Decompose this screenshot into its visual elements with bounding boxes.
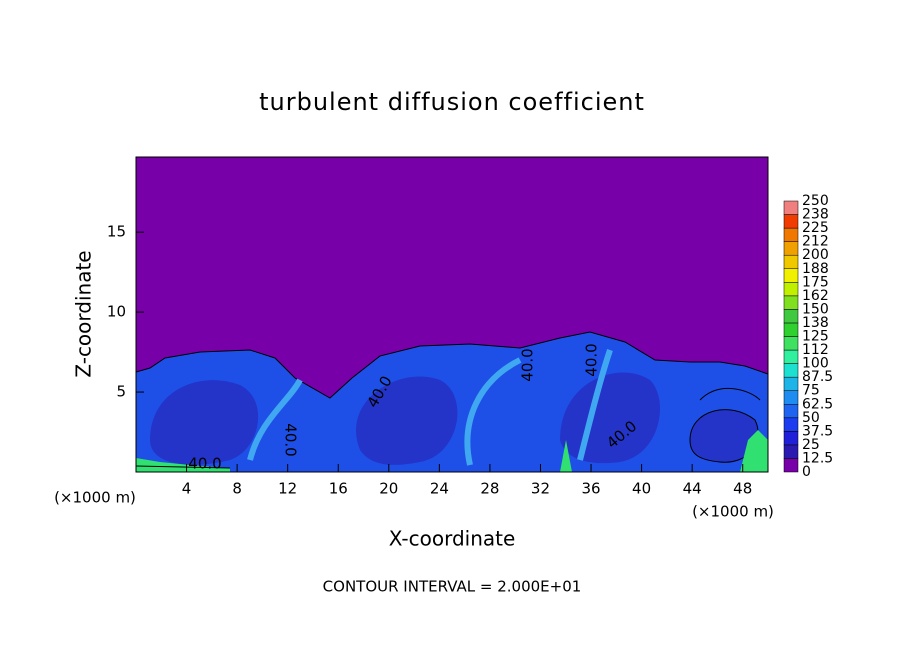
x-tick-label: 40 xyxy=(632,480,651,498)
colorbar-segment xyxy=(783,444,799,459)
x-axis-label: X-coordinate xyxy=(389,527,516,551)
colorbar-segment xyxy=(783,241,799,256)
x-tick-label: 24 xyxy=(430,480,449,498)
colorbar-segment xyxy=(783,417,799,432)
colorbar-segment xyxy=(783,309,799,324)
plot-frame xyxy=(135,156,769,473)
colorbar-label: 87.5 xyxy=(802,369,833,385)
y-tick-label: 15 xyxy=(107,223,126,241)
colorbar-label: 200 xyxy=(802,247,829,263)
contour-label: 40.0 xyxy=(583,343,601,376)
field-region xyxy=(150,380,259,465)
colorbar-label: 12.5 xyxy=(802,450,833,466)
y-axis-label: Z-coordinate xyxy=(72,250,96,377)
colorbar-label: 62.5 xyxy=(802,396,833,412)
contour-label: 40.0 xyxy=(519,348,537,381)
colorbar-segment xyxy=(783,214,799,229)
colorbar-segment xyxy=(783,200,799,215)
x-unit-label: (×1000 m) xyxy=(692,503,774,521)
x-tick-label: 16 xyxy=(329,480,348,498)
colorbar-label: 75 xyxy=(802,383,820,399)
colorbar-label: 175 xyxy=(802,274,829,290)
colorbar-label: 0 xyxy=(802,464,811,480)
colorbar-segment xyxy=(783,349,799,364)
colorbar-label: 50 xyxy=(802,410,820,426)
colorbar-label: 212 xyxy=(802,234,829,250)
colorbar-segment xyxy=(783,404,799,419)
contour-line xyxy=(135,387,761,469)
colorbar-segment xyxy=(783,322,799,337)
colorbar-segment xyxy=(783,390,799,405)
x-tick-label: 12 xyxy=(278,480,297,498)
colorbar-segment xyxy=(783,431,799,446)
colorbar-segment xyxy=(783,363,799,378)
colorbar-label: 162 xyxy=(802,288,829,304)
x-tick-label: 32 xyxy=(531,480,550,498)
colorbar-label: 188 xyxy=(802,261,829,277)
x-tick-label: 8 xyxy=(232,480,242,498)
x-tick-label: 20 xyxy=(379,480,398,498)
colorbar-segment xyxy=(783,336,799,351)
colorbar-segment xyxy=(783,376,799,391)
colorbar-segment xyxy=(783,458,799,473)
colorbar-segment xyxy=(783,254,799,269)
x-tick-label: 48 xyxy=(733,480,752,498)
y-tick-label: 10 xyxy=(107,303,126,321)
y-tick-label: 5 xyxy=(116,383,126,401)
colorbar-label: 37.5 xyxy=(802,423,833,439)
colorbar-label: 25 xyxy=(802,437,820,453)
colorbar-label: 150 xyxy=(802,301,829,317)
x-unit-label: (×1000 m) xyxy=(54,489,136,507)
field-streak xyxy=(247,349,613,466)
colorbar-segment xyxy=(783,227,799,242)
field-region xyxy=(356,376,458,465)
colorbar-segment xyxy=(783,282,799,297)
colorbar-label: 112 xyxy=(802,342,829,358)
contour-label: 40.0 xyxy=(188,455,221,473)
contour-label: 40.0 xyxy=(282,423,300,456)
colorbar-label: 238 xyxy=(802,207,829,223)
x-tick-label: 36 xyxy=(581,480,600,498)
colorbar-segment xyxy=(783,295,799,310)
field xyxy=(135,157,769,473)
x-tick-label: 4 xyxy=(182,480,192,498)
colorbar-label: 125 xyxy=(802,329,829,345)
colorbar-label: 138 xyxy=(802,315,829,331)
colorbar-label: 250 xyxy=(802,193,829,209)
chart-title: turbulent diffusion coefficient xyxy=(259,88,645,116)
x-tick-label: 44 xyxy=(683,480,702,498)
colorbar-label: 100 xyxy=(802,356,829,372)
colorbar-label: 225 xyxy=(802,220,829,236)
x-tick-label: 28 xyxy=(480,480,499,498)
colorbar-segment xyxy=(783,268,799,283)
footer-note: CONTOUR INTERVAL = 2.000E+01 xyxy=(323,578,582,596)
